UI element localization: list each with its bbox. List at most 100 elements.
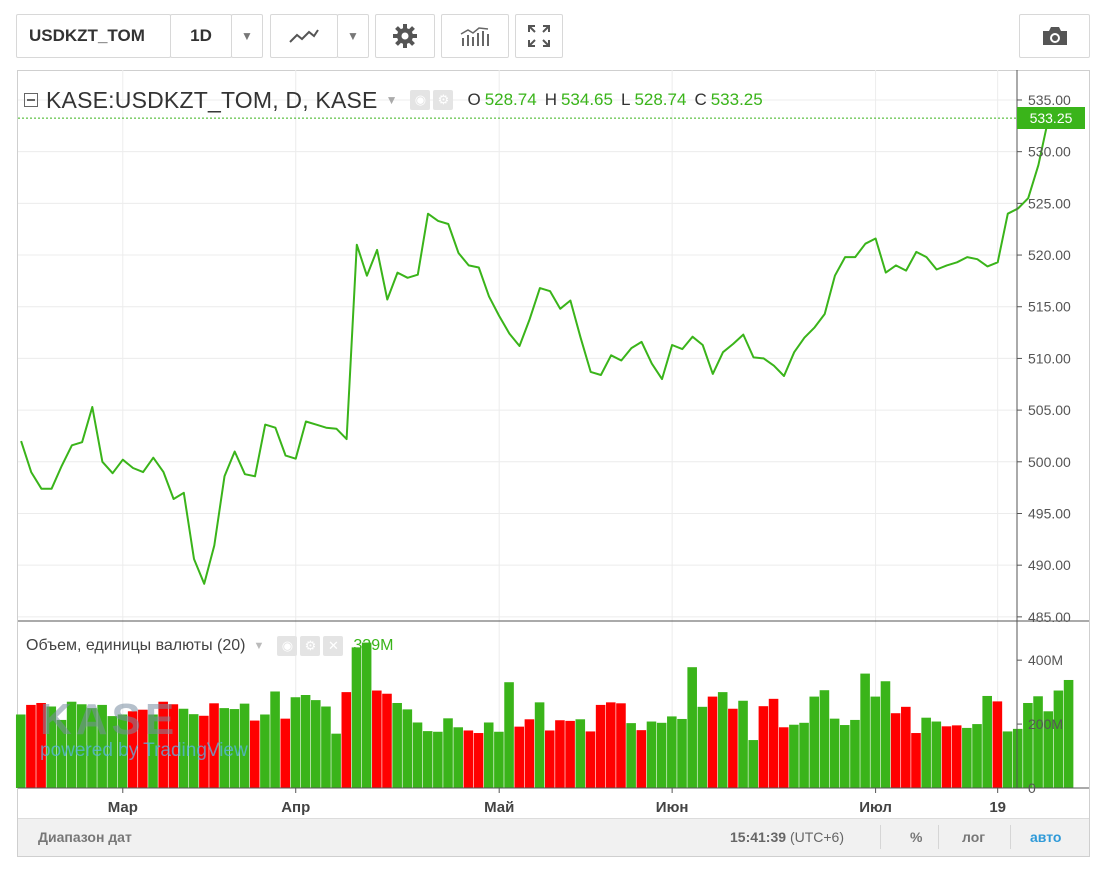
volume-bar [402, 709, 413, 788]
clock: 15:41:39 (UTC+6) [730, 829, 844, 845]
camera-icon [1042, 27, 1067, 45]
volume-bar [453, 727, 463, 788]
volume-bar [850, 719, 860, 788]
volume-bar [687, 667, 697, 788]
volume-bar [229, 709, 240, 788]
price-tick-label: 495.00 [1028, 505, 1071, 521]
log-toggle[interactable]: лог [962, 829, 986, 845]
volume-bar [504, 682, 514, 788]
last-price-tag: 533.25 [1017, 107, 1085, 130]
volume-bar [555, 720, 565, 788]
volume-bar [249, 720, 260, 788]
date-range-button[interactable]: Диапазон дат [38, 829, 132, 845]
eye-icon[interactable]: ◉ [410, 90, 431, 110]
volume-bar [799, 722, 809, 788]
divider [938, 825, 939, 849]
volume-bar [931, 721, 942, 788]
symbol-legend: KASE:USDKZT_TOM, D, KASE ▼ ◉ ⚙ O 528.74 … [24, 86, 763, 114]
settings-button[interactable] [375, 14, 435, 58]
gear-icon[interactable]: ⚙ [433, 90, 454, 110]
volume-bar [382, 693, 392, 788]
auto-scale-toggle[interactable]: авто [1030, 829, 1062, 845]
status-bar: Диапазон дат 15:41:39 (UTC+6) % лог авто [18, 818, 1089, 856]
price-tick-label: 525.00 [1028, 195, 1071, 211]
chevron-down-icon[interactable]: ▼ [385, 93, 398, 107]
chart-area[interactable] [17, 70, 1090, 857]
volume-bar [209, 703, 219, 788]
volume-bar [321, 706, 331, 788]
volume-bar [270, 691, 280, 788]
volume-bar [351, 647, 362, 788]
volume-bar [341, 692, 352, 788]
chart-style-dropdown-button[interactable]: ▼ [337, 14, 369, 58]
volume-bar [392, 702, 402, 788]
time-tick-label: 19 [989, 799, 1006, 816]
price-tick-label: 505.00 [1028, 402, 1071, 418]
price-line [18, 117, 1050, 585]
legend-low-label: L [620, 90, 631, 109]
symbol-search-button[interactable]: USDKZT_TOM [16, 14, 171, 58]
interval-dropdown-button[interactable]: ▼ [231, 14, 263, 58]
volume-bar [697, 706, 708, 788]
volume-bar [26, 704, 36, 788]
volume-bar [199, 715, 209, 788]
volume-bar [656, 722, 667, 788]
volume-bar [911, 733, 921, 788]
time-tick-label: Июл [859, 799, 892, 816]
volume-bar [188, 714, 199, 788]
volume-bar [768, 698, 779, 788]
volume-bar [107, 716, 118, 788]
volume-bar [412, 722, 423, 788]
volume-bar [514, 726, 525, 788]
volume-legend: Объем, единицы валюты (20) ▼ ◉ ⚙ ✕ 339M [26, 635, 393, 657]
close-icon[interactable]: ✕ [323, 636, 344, 656]
price-tick-label: 515.00 [1028, 299, 1071, 315]
fullscreen-icon [528, 25, 550, 47]
volume-bar [789, 724, 799, 788]
volume-bar [178, 708, 189, 788]
volume-bar [962, 727, 972, 788]
grid [18, 70, 1017, 788]
volume-bar [809, 696, 820, 788]
volume-legend-label: Объем, единицы валюты (20) [26, 637, 246, 654]
volume-bar [15, 714, 26, 788]
indicators-button[interactable] [441, 14, 509, 58]
volume-bars [15, 642, 1074, 788]
volume-bar [463, 730, 474, 788]
line-chart-icon [289, 29, 319, 43]
volume-bar [972, 724, 982, 788]
legend-high-label: H [544, 90, 557, 109]
chevron-down-icon[interactable]: ▼ [253, 640, 265, 652]
volume-bar [443, 718, 453, 788]
price-tick-label: 485.00 [1028, 609, 1071, 625]
volume-bar [728, 708, 738, 788]
volume-bar [280, 718, 291, 788]
volume-bar [626, 723, 636, 788]
price-tick-label: 510.00 [1028, 350, 1071, 366]
price-tick-label: 535.00 [1028, 92, 1071, 108]
time-tick-label: Мар [108, 799, 138, 816]
volume-bar [646, 721, 657, 788]
collapse-icon[interactable] [24, 93, 38, 107]
eye-icon[interactable]: ◉ [277, 636, 298, 656]
price-tick-label: 500.00 [1028, 454, 1071, 470]
price-tick-label: 520.00 [1028, 247, 1071, 263]
snapshot-button[interactable] [1019, 14, 1090, 58]
volume-bar [433, 731, 443, 788]
volume-bar [524, 719, 535, 788]
price-tick-label: 490.00 [1028, 557, 1071, 573]
fullscreen-button[interactable] [515, 14, 563, 58]
divider [1010, 825, 1011, 849]
volume-tick-label: 400M [1028, 652, 1063, 668]
volume-bar [372, 690, 382, 788]
price-tick-label: 530.00 [1028, 144, 1071, 160]
volume-bar [361, 642, 372, 788]
volume-bar [677, 718, 687, 788]
percent-toggle[interactable]: % [910, 829, 923, 845]
time-tick-label: Апр [281, 799, 310, 816]
volume-bar [290, 697, 301, 788]
gear-icon[interactable]: ⚙ [300, 636, 321, 656]
volume-bar [870, 696, 881, 788]
volume-bar [636, 730, 647, 788]
